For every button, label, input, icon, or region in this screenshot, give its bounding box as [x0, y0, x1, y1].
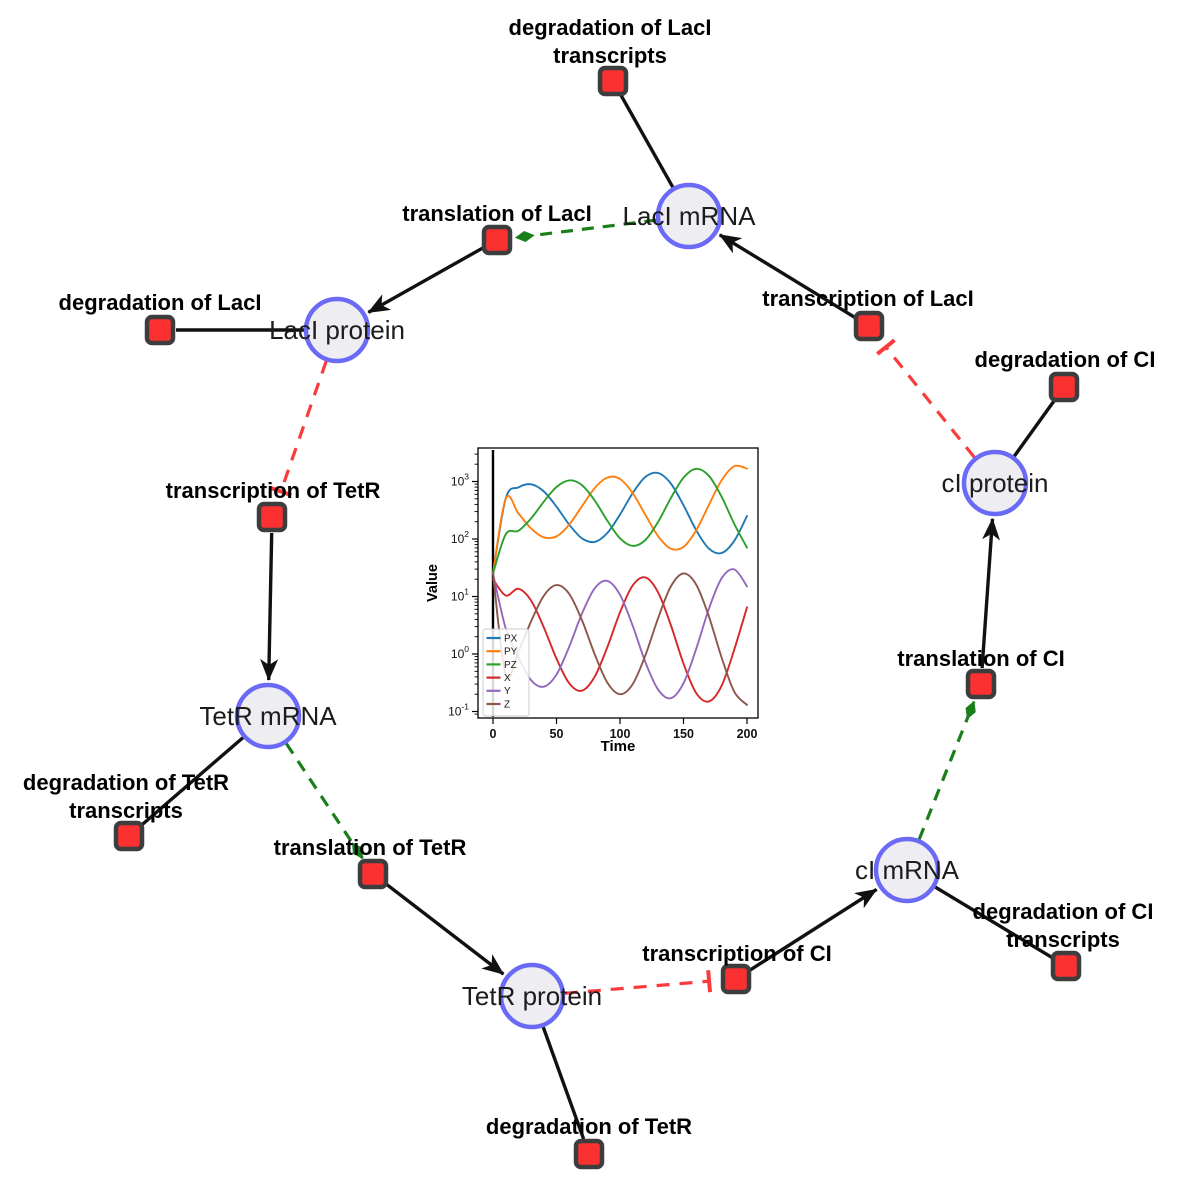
legend-label-Z: Z [504, 699, 510, 710]
chart-x-label: Time [601, 738, 636, 755]
reaction-node-transl_laci[interactable] [481, 224, 513, 256]
edges-layer [139, 94, 1057, 1140]
y-tick-label: 100 [451, 644, 469, 661]
edge-product-transl_laci-laci_protein [367, 246, 484, 314]
species-label-laci_protein: LacI protein [269, 315, 405, 345]
species-label-ci_mrna: cI mRNA [855, 855, 960, 885]
y-tick-label: 102 [451, 529, 469, 546]
edge-product-tx_ci-ci_mrna [748, 887, 878, 972]
reaction-node-deg_tetr_tx[interactable] [113, 820, 145, 852]
reaction-label-deg_tetr_tx: transcripts [69, 798, 183, 823]
edge-reactant-ci_protein-deg_ci [1012, 399, 1057, 458]
reaction-label-deg_laci_tx: degradation of LacI [509, 15, 712, 40]
chart-legend: PX PY PZ XYZ [482, 628, 530, 717]
legend-label-X: X [504, 673, 511, 684]
species-node-laci_mrna[interactable] [655, 182, 723, 250]
reaction-label-deg_ci_tx: transcripts [1006, 927, 1120, 952]
edge-reactant-laci_mrna-deg_laci_tx [619, 94, 675, 189]
x-tick-label: 150 [673, 727, 694, 741]
edge-modifier-ci_mrna-transl_ci [917, 700, 976, 840]
species-node-tetr_mrna[interactable] [234, 682, 302, 750]
edge-reactant-tetr_mrna-deg_tetr_tx [139, 736, 245, 827]
chart-y-label: Value [425, 564, 441, 602]
reactions-layer: degradation of LacI transcripts translatio… [23, 15, 1156, 1170]
edge-product-transl_tetr-tetr_protein [384, 882, 505, 976]
x-tick-label: 0 [490, 727, 497, 741]
reaction-label-tx_laci: transcription of LacI [762, 286, 973, 311]
legend-label-PY: PY [504, 647, 518, 658]
edge-inhibition-laci_protein-tx_tetr [269, 360, 328, 498]
chart-curve-X [492, 576, 748, 703]
species-label-tetr_mrna: TetR mRNA [199, 701, 337, 731]
species-node-tetr_protein[interactable] [498, 962, 566, 1030]
reaction-label-deg_laci_tx: transcripts [553, 43, 667, 68]
legend-label-PZ: PZ [504, 660, 517, 671]
species-label-ci_protein: cI protein [942, 468, 1049, 498]
legend-label-PX: PX [504, 633, 518, 644]
reaction-label-deg_ci_tx: degradation of CI [973, 899, 1154, 924]
y-tick-label: 101 [451, 587, 469, 604]
species-layer: LacI mRNA LacI protein TetR mRNA TetR prote… [199, 182, 1049, 1030]
x-tick-label: 100 [610, 727, 631, 741]
species-node-ci_protein[interactable] [961, 449, 1029, 517]
reaction-node-deg_laci[interactable] [144, 314, 176, 346]
species-label-laci_mrna: LacI mRNA [623, 201, 757, 231]
species-node-laci_protein[interactable] [303, 296, 371, 364]
reaction-node-tx_laci[interactable] [853, 310, 885, 342]
reaction-label-transl_laci: translation of LacI [402, 201, 591, 226]
edge-reactant-ci_mrna-deg_ci_tx [934, 885, 1054, 960]
x-tick-label: 200 [737, 727, 758, 741]
reaction-node-deg_ci_tx[interactable] [1050, 950, 1082, 982]
edge-inhibition-ci_protein-tx_laci [876, 338, 976, 459]
species-label-tetr_protein: TetR protein [462, 981, 602, 1011]
reaction-node-deg_laci_tx[interactable] [597, 65, 629, 97]
edge-reactant-tetr_protein-deg_tetr [541, 1026, 586, 1140]
edge-modifier-tetr_mrna-transl_tetr [284, 742, 364, 860]
reaction-node-deg_tetr[interactable] [573, 1138, 605, 1170]
reaction-label-tx_ci: transcription of CI [642, 941, 831, 966]
species-node-ci_mrna[interactable] [873, 836, 941, 904]
chart-curve-Z [492, 572, 748, 706]
edge-modifier-laci_mrna-transl_laci [514, 218, 657, 242]
y-tick-label: 10-1 [448, 702, 469, 719]
edge-inhibition-tetr_protein-tx_ci [564, 970, 713, 995]
reaction-node-transl_ci[interactable] [965, 668, 997, 700]
edge-product-transl_ci-ci_protein [980, 517, 1001, 669]
reaction-label-tx_tetr: transcription of TetR [166, 478, 381, 503]
chart-curve-PZ [492, 467, 748, 575]
chart-curve-PX [492, 471, 748, 575]
reaction-label-deg_tetr_tx: degradation of TetR [23, 770, 229, 795]
chart-curve-PY [492, 464, 748, 575]
reaction-label-transl_ci: translation of CI [897, 646, 1064, 671]
reaction-label-transl_tetr: translation of TetR [274, 835, 467, 860]
reaction-node-tx_ci[interactable] [720, 963, 752, 995]
chart-curve-Y [492, 568, 748, 700]
reaction-label-deg_tetr: degradation of TetR [486, 1114, 692, 1139]
x-tick-label: 50 [550, 727, 564, 741]
y-tick-label: 103 [451, 472, 469, 489]
legend-label-Y: Y [504, 686, 511, 697]
edge-product-tx_laci-laci_mrna [718, 233, 857, 320]
reaction-node-transl_tetr[interactable] [357, 858, 389, 890]
reaction-label-deg_laci: degradation of LacI [59, 290, 262, 315]
reaction-node-tx_tetr[interactable] [256, 501, 288, 533]
reaction-label-deg_ci: degradation of CI [975, 347, 1156, 372]
edge-product-tx_tetr-tetr_mrna [260, 532, 279, 681]
reaction-node-deg_ci[interactable] [1048, 371, 1080, 403]
chart-curves [492, 464, 748, 706]
